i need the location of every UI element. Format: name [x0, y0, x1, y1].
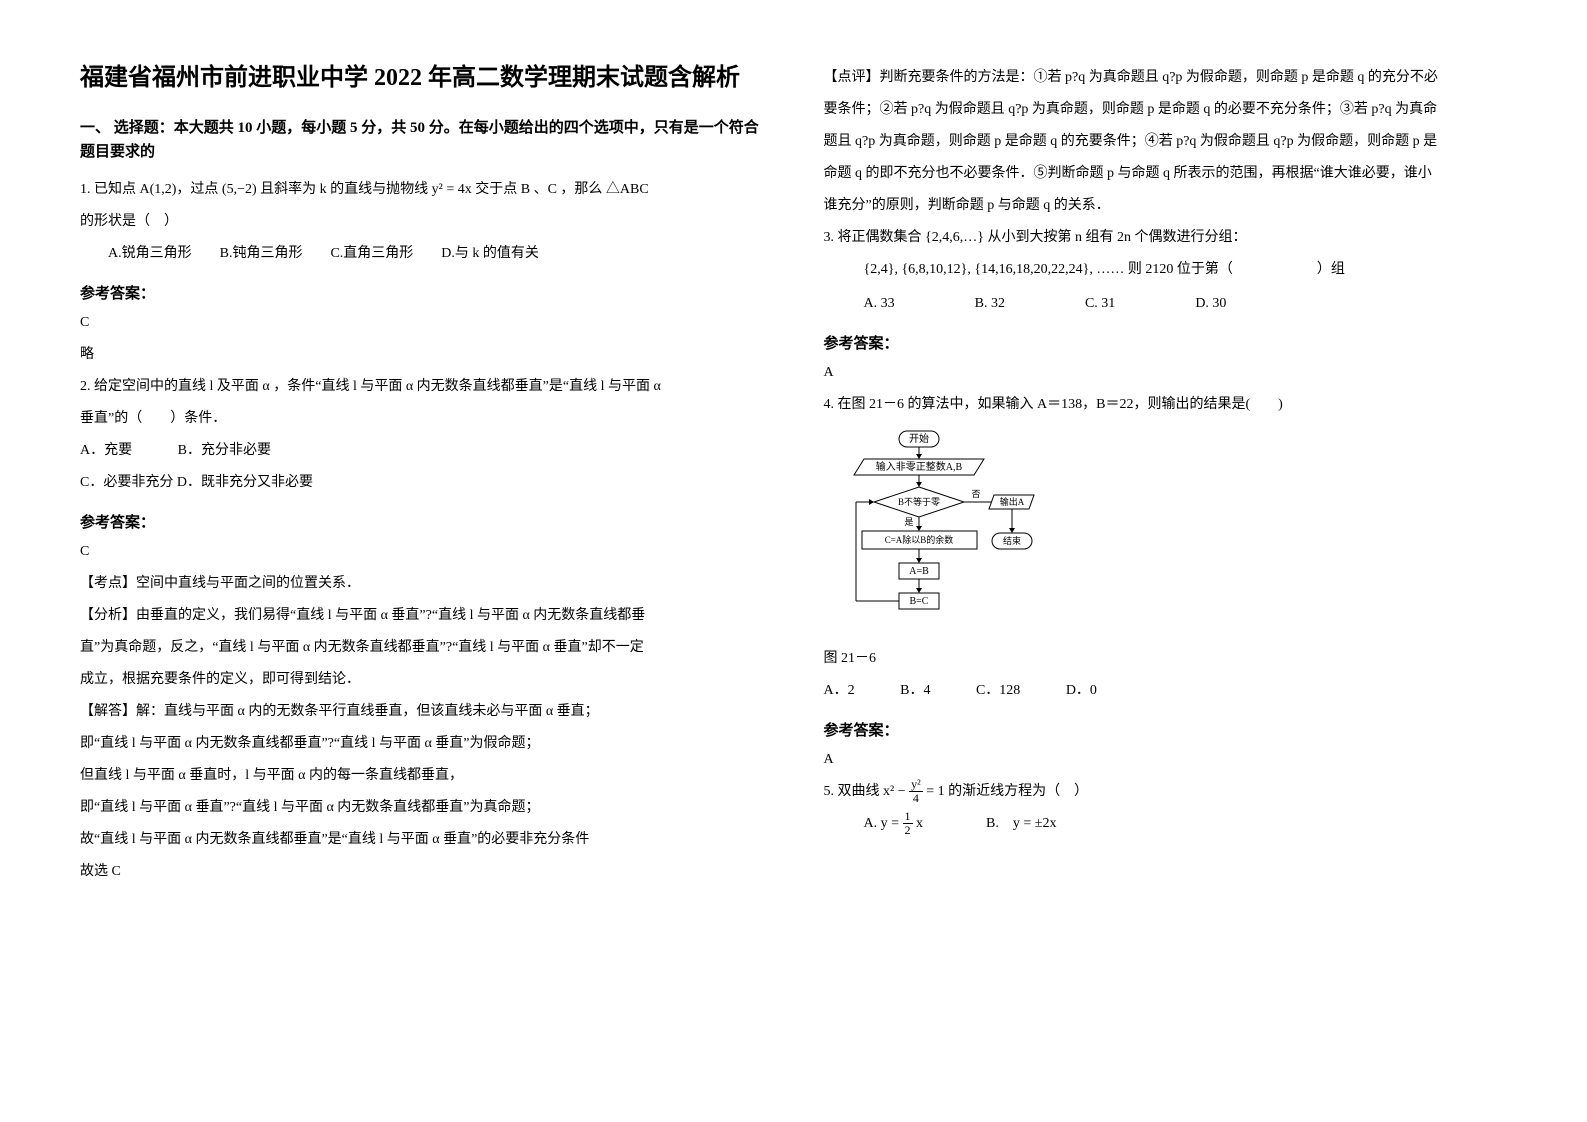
- flow-assign-bc: B=C: [909, 596, 928, 607]
- q5-expr-rhs: = 1: [923, 784, 945, 799]
- q2-option-c: C．必要非充分: [80, 475, 173, 490]
- flow-start: 开始: [909, 432, 929, 445]
- q5-frac: y²4: [909, 778, 923, 805]
- q3-stem-line-2: {2,4}, {6,8,10,12}, {14,16,18,20,22,24},…: [864, 256, 1508, 284]
- q3-option-d: D. 30: [1195, 290, 1226, 318]
- q5-option-a-den: 2: [903, 824, 913, 837]
- q5-expr-lhs: x² −: [883, 784, 909, 799]
- q3-option-a: A. 33: [864, 290, 895, 318]
- q2-options-row-2: C．必要非充分 D．既非充分又非必要: [80, 469, 764, 497]
- q3-answer-heading: 参考答案：: [824, 332, 1508, 353]
- q5-suffix: 的渐近线方程为（ ）: [948, 784, 1088, 799]
- q5-option-a-num: 1: [903, 810, 913, 824]
- q2-option-a: A．充要: [80, 443, 132, 458]
- document-title: 福建省福州市前进职业中学 2022 年高二数学理期末试题含解析: [80, 60, 764, 96]
- q2-stem-line-1: 2. 给定空间中的直线 l 及平面 α ，条件“直线 l 与平面 α 内无数条直…: [80, 373, 764, 401]
- q5-option-b: B. y = ±2x: [986, 816, 1056, 831]
- q4-figure-caption: 图 21－6: [824, 647, 1508, 667]
- q5-prefix: 5. 双曲线: [824, 784, 884, 799]
- flow-output: 输出A: [999, 496, 1024, 507]
- flow-assign-ab: A=B: [909, 566, 929, 577]
- flowchart-svg: 开始 输入非零正整数A,B B不等于零 否 输出A: [844, 427, 1064, 637]
- q4-option-d: D．0: [1066, 683, 1097, 698]
- page: 福建省福州市前进职业中学 2022 年高二数学理期末试题含解析 一、 选择题：本…: [0, 0, 1587, 950]
- q4-option-b: B．4: [900, 683, 930, 698]
- q3-option-c: C. 31: [1085, 290, 1115, 318]
- q1-answer: C: [80, 309, 764, 337]
- q4-stem-line-1: 4. 在图 21－6 的算法中，如果输入 A＝138，B＝22，则输出的结果是(…: [824, 391, 1508, 419]
- q2-stem-line-2: 垂直”的（ ）条件．: [80, 405, 764, 433]
- q2-option-b: B．充分非必要: [178, 443, 271, 458]
- q2-comment-1: 【点评】判断充要条件的方法是：①若 p?q 为真命题且 q?p 为假命题，则命题…: [824, 64, 1508, 92]
- flow-mod: C=A除以B的余数: [884, 534, 953, 545]
- left-column: 福建省福州市前进职业中学 2022 年高二数学理期末试题含解析 一、 选择题：本…: [80, 60, 764, 890]
- q4-options: A．2 B．4 C．128 D．0: [824, 677, 1508, 705]
- q5-frac-num: y²: [909, 778, 923, 792]
- q2-expl-1: 【考点】空间中直线与平面之间的位置关系．: [80, 570, 764, 598]
- q3-option-b: B. 32: [975, 290, 1005, 318]
- q2-expl-6: 即“直线 l 与平面 α 内无数条直线都垂直”?“直线 l 与平面 α 垂直”为…: [80, 730, 764, 758]
- flow-end: 结束: [1002, 535, 1020, 546]
- flow-no-label: 否: [971, 489, 980, 499]
- q2-answer-heading: 参考答案：: [80, 511, 764, 532]
- q1-answer-heading: 参考答案：: [80, 282, 764, 303]
- q4-option-a: A．2: [824, 683, 855, 698]
- flow-decision: B不等于零: [897, 496, 939, 507]
- q2-option-d: D．既非充分又非必要: [177, 475, 313, 490]
- q4-option-c: C．128: [976, 683, 1020, 698]
- q2-comment-2: 要条件；②若 p?q 为假命题且 q?p 为真命题，则命题 p 是命题 q 的必…: [824, 96, 1508, 124]
- q1-stem-line-2: 的形状是（ ）: [80, 208, 764, 236]
- q1-stem-line-1: 1. 已知点 A(1,2)，过点 (5,−2) 且斜率为 k 的直线与抛物线 y…: [80, 176, 764, 204]
- q5-option-a-frac: 12: [903, 810, 913, 837]
- q3-options: A. 33 B. 32 C. 31 D. 30: [864, 290, 1508, 318]
- q5-option-a-prefix: A.: [864, 816, 881, 831]
- q2-comment-3: 题且 q?p 为真命题，则命题 p 是命题 q 的充要条件；④若 p?q 为假命…: [824, 128, 1508, 156]
- q5-option-a-x: x: [913, 816, 924, 831]
- flow-yes-label: 是: [904, 517, 913, 527]
- q3-answer: A: [824, 359, 1508, 387]
- q1-brief: 略: [80, 341, 764, 369]
- q5-options: A. y = 12 x B. y = ±2x: [864, 810, 1508, 838]
- q2-expl-5: 【解答】解：直线与平面 α 内的无数条平行直线垂直，但该直线未必与平面 α 垂直…: [80, 698, 764, 726]
- section-heading: 一、 选择题：本大题共 10 小题，每小题 5 分，共 50 分。在每小题给出的…: [80, 116, 764, 164]
- q2-comment-4: 命题 q 的即不充分也不必要条件．⑤判断命题 p 与命题 q 所表示的范围，再根…: [824, 160, 1508, 188]
- q2-expl-9: 故“直线 l 与平面 α 内无数条直线都垂直”是“直线 l 与平面 α 垂直”的…: [80, 826, 764, 854]
- q2-expl-3: 直”为真命题，反之，“直线 l 与平面 α 内无数条直线都垂直”?“直线 l 与…: [80, 634, 764, 662]
- q2-expl-4: 成立，根据充要条件的定义，即可得到结论．: [80, 666, 764, 694]
- q4-answer-heading: 参考答案：: [824, 719, 1508, 740]
- q2-expl-2: 【分析】由垂直的定义，我们易得“直线 l 与平面 α 垂直”?“直线 l 与平面…: [80, 602, 764, 630]
- q2-comment-5: 谁充分”的原则，判断命题 p 与命题 q 的关系．: [824, 192, 1508, 220]
- q2-answer: C: [80, 538, 764, 566]
- q2-expl-7: 但直线 l 与平面 α 垂直时，l 与平面 α 内的每一条直线都垂直，: [80, 762, 764, 790]
- q5-frac-den: 4: [909, 792, 923, 805]
- q5-stem: 5. 双曲线 x² − y²4 = 1 的渐近线方程为（ ）: [824, 778, 1508, 806]
- q1-options: A.锐角三角形 B.钝角三角形 C.直角三角形 D.与 k 的值有关: [80, 240, 764, 268]
- q4-answer: A: [824, 746, 1508, 774]
- flow-input: 输入非零正整数A,B: [875, 460, 962, 473]
- q5-option-a-y: y =: [881, 816, 903, 831]
- q2-expl-10: 故选 C: [80, 858, 764, 886]
- q2-expl-8: 即“直线 l 与平面 α 垂直”?“直线 l 与平面 α 内无数条直线都垂直”为…: [80, 794, 764, 822]
- q3-stem-line-1: 3. 将正偶数集合 {2,4,6,…} 从小到大按第 n 组有 2n 个偶数进行…: [824, 224, 1508, 252]
- flowchart-diagram: 开始 输入非零正整数A,B B不等于零 否 输出A: [844, 427, 1508, 637]
- right-column: 【点评】判断充要条件的方法是：①若 p?q 为真命题且 q?p 为假命题，则命题…: [824, 60, 1508, 890]
- q2-options-row-1: A．充要 B．充分非必要: [80, 437, 764, 465]
